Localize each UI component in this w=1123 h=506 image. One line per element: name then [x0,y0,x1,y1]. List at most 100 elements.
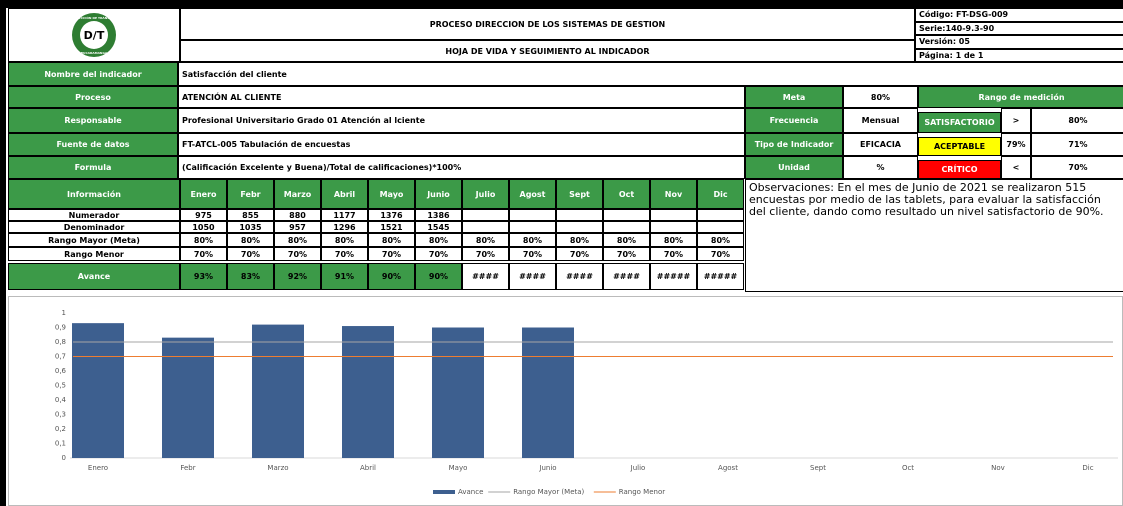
code-line: Código: FT-DSG-009 [915,8,1123,22]
table-cell: 80% [462,233,509,247]
x-tick-label: Nov [991,464,1005,472]
rango-op: < [1001,156,1031,179]
logo-mark: D/T [84,29,105,42]
empty-cell [603,209,650,221]
x-tick-label: Mayo [449,464,468,472]
table-cell: 1177 [321,209,368,221]
legend-label: Rango Mayor (Meta) [513,488,584,496]
empty-cell [697,209,744,221]
month-header: Mayo [368,179,415,209]
bar [72,323,124,458]
side-value: EFICACIA [843,133,918,156]
table-cell: 70% [227,247,274,261]
row-label: Rango Menor [8,247,180,261]
rango-op: > [1001,108,1031,133]
table-cell: 80% [650,233,697,247]
subtitle: HOJA DE VIDA Y SEGUIMIENTO AL INDICADOR [180,40,915,62]
row-label: Nombre del indicador [8,62,178,86]
row-label: Rango Mayor (Meta) [8,233,180,247]
y-tick-label: 0,7 [55,353,66,361]
table-cell: 80% [227,233,274,247]
y-tick-label: 1 [62,309,66,317]
side-label: Frecuencia [745,108,843,133]
table-cell: 70% [462,247,509,261]
table-cell: 80% [697,233,744,247]
logo-inner [80,21,108,49]
table-cell: 1296 [321,221,368,233]
observaciones: Observaciones: En el mes de Junio de 202… [745,179,1123,292]
table-cell: 1386 [415,209,462,221]
table-cell: ##### [697,263,744,290]
logo-cell: D/T DIRECCIÓN DE TRÁNSITO BUCARAMANGA [8,8,180,62]
x-tick-label: Sept [810,464,826,472]
table-cell: 70% [368,247,415,261]
row-value: Satisfacción del cliente [178,62,1123,86]
table-cell: 880 [274,209,321,221]
chart: 0 0,1 0,2 0,3 0,4 0,5 0,6 0,7 0,8 0,9 1 Enero Febr Ma… [8,296,1123,506]
table-cell: 92% [274,263,321,290]
table-cell: 80% [415,233,462,247]
row-value: (Calificación Excelente y Buena)/Total d… [178,156,745,179]
empty-cell [509,209,556,221]
empty-cell [556,209,603,221]
table-cell: 975 [180,209,227,221]
bar [342,326,394,458]
empty-cell [697,221,744,233]
table-cell: 1521 [368,221,415,233]
side-label: Meta [745,86,843,108]
month-header: Agost [509,179,556,209]
x-tick-label: Febr [180,464,195,472]
table-cell: 70% [509,247,556,261]
month-header: Enero [180,179,227,209]
x-tick-label: Julio [630,464,646,472]
month-header: Abril [321,179,368,209]
row-label: Responsable [8,108,178,133]
row-label: Denominador [8,221,180,233]
month-header: Julio [462,179,509,209]
empty-cell [650,221,697,233]
month-header: Marzo [274,179,321,209]
legend-swatch [433,490,455,494]
table-cell: 70% [180,247,227,261]
table-cell: 80% [556,233,603,247]
rango-value: 71% [1031,133,1123,156]
table-cell: 80% [180,233,227,247]
table-cell: 80% [368,233,415,247]
y-tick-label: 0,1 [55,440,66,448]
rango-op: 79% [1001,133,1031,156]
legend-label: Rango Menor [619,488,665,496]
x-tick-label: Oct [902,464,914,472]
rango-value: 70% [1031,156,1123,179]
side-value: Mensual [843,108,918,133]
table-cell: 90% [415,263,462,290]
row-label: Avance [8,263,180,290]
table-cell: 70% [274,247,321,261]
bar [162,337,214,458]
table-cell: 1376 [368,209,415,221]
table-cell: 70% [415,247,462,261]
month-header: Febr [227,179,274,209]
bar [252,324,304,458]
table-cell: #### [462,263,509,290]
side-value: 80% [843,86,918,108]
rango-name: ACEPTABLE [918,137,1001,156]
row-value: Profesional Universitario Grado 01 Atenc… [178,108,745,133]
table-cell: 1050 [180,221,227,233]
logo: D/T DIRECCIÓN DE TRÁNSITO BUCARAMANGA [72,13,116,57]
month-header: Nov [650,179,697,209]
month-header: Sept [556,179,603,209]
row-value: ATENCIÓN AL CLIENTE [178,86,745,108]
table-cell: 80% [321,233,368,247]
side-label: Unidad [745,156,843,179]
y-tick-label: 0,2 [55,425,66,433]
table-cell: 90% [368,263,415,290]
logo-bottom: BUCARAMANGA [81,51,108,55]
table-cell: 70% [650,247,697,261]
empty-cell [462,221,509,233]
x-tick-label: Agost [718,464,738,472]
code-line: Serie:140-9.3-90 [915,21,1123,35]
rango-name: CRÍTICO [918,160,1001,179]
code-line: Versión: 05 [915,35,1123,49]
row-label: Formula [8,156,178,179]
